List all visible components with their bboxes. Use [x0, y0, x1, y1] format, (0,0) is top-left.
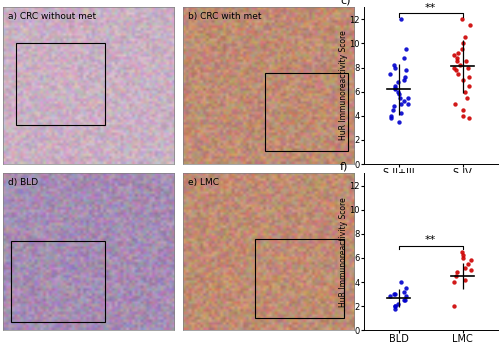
Point: [464, 83, 472, 88]
Text: **: **: [425, 3, 436, 13]
Bar: [255, 239, 344, 318]
Point: [397, 111, 405, 116]
Point: [459, 41, 467, 46]
Point: [400, 77, 408, 83]
Point: [458, 249, 466, 255]
Bar: [11, 241, 105, 322]
Text: e) LMC: e) LMC: [188, 178, 220, 187]
Point: [402, 47, 410, 52]
Point: [394, 301, 402, 307]
Point: [386, 115, 394, 121]
Point: [454, 50, 462, 56]
Point: [454, 71, 462, 76]
Point: [458, 113, 466, 118]
Point: [391, 303, 399, 309]
Point: [450, 303, 458, 309]
Point: [452, 273, 460, 279]
Point: [458, 77, 466, 83]
Point: [389, 107, 397, 113]
Point: [397, 17, 405, 22]
Text: c): c): [340, 0, 350, 5]
Point: [465, 115, 473, 121]
Point: [458, 47, 466, 52]
Point: [395, 91, 403, 97]
Point: [464, 261, 471, 267]
Point: [402, 294, 409, 299]
Point: [461, 34, 469, 40]
Point: [450, 65, 458, 70]
Point: [394, 79, 402, 85]
Point: [464, 65, 472, 70]
Point: [400, 74, 408, 80]
Point: [390, 62, 398, 68]
Point: [397, 279, 405, 285]
Point: [452, 101, 460, 107]
Point: [396, 95, 404, 101]
Point: [466, 22, 474, 28]
Point: [404, 101, 411, 107]
Point: [400, 297, 408, 303]
Point: [466, 74, 473, 80]
Bar: [266, 73, 347, 151]
Y-axis label: HuR Immunoreactivity Score: HuR Immunoreactivity Score: [339, 197, 348, 307]
Text: a) CRC without met: a) CRC without met: [8, 12, 96, 21]
Point: [450, 52, 458, 58]
Point: [450, 279, 458, 285]
Text: **: **: [425, 235, 436, 245]
Point: [387, 113, 395, 118]
Point: [402, 285, 410, 291]
Point: [454, 270, 462, 275]
Point: [460, 265, 468, 270]
Point: [390, 291, 398, 297]
Point: [386, 71, 394, 76]
Point: [462, 59, 470, 64]
Point: [397, 101, 405, 107]
Point: [458, 253, 466, 258]
Point: [460, 277, 468, 283]
Point: [467, 267, 475, 273]
Y-axis label: HuR Immunoreactivity Score: HuR Immunoreactivity Score: [339, 31, 348, 140]
Point: [392, 303, 400, 309]
Point: [394, 89, 402, 94]
Bar: [16, 43, 105, 125]
Point: [400, 98, 408, 104]
Point: [390, 87, 398, 92]
Point: [400, 289, 408, 294]
Point: [390, 103, 398, 109]
Text: b) CRC with met: b) CRC with met: [188, 12, 262, 21]
Point: [461, 89, 469, 94]
Point: [402, 67, 409, 73]
Point: [468, 257, 475, 263]
Point: [452, 67, 460, 73]
Point: [458, 17, 466, 22]
Point: [463, 95, 471, 101]
Point: [391, 85, 399, 91]
Point: [460, 255, 468, 261]
Point: [392, 65, 400, 70]
Point: [386, 294, 394, 299]
Point: [453, 55, 461, 61]
Point: [453, 59, 461, 64]
Point: [390, 306, 398, 312]
Point: [400, 55, 408, 61]
Point: [456, 62, 464, 68]
Point: [400, 297, 408, 303]
Point: [392, 83, 400, 88]
Point: [404, 95, 412, 101]
Point: [392, 291, 400, 297]
Text: d) BLD: d) BLD: [8, 178, 38, 187]
Point: [395, 119, 403, 125]
Point: [460, 107, 468, 113]
Text: f): f): [340, 161, 348, 171]
